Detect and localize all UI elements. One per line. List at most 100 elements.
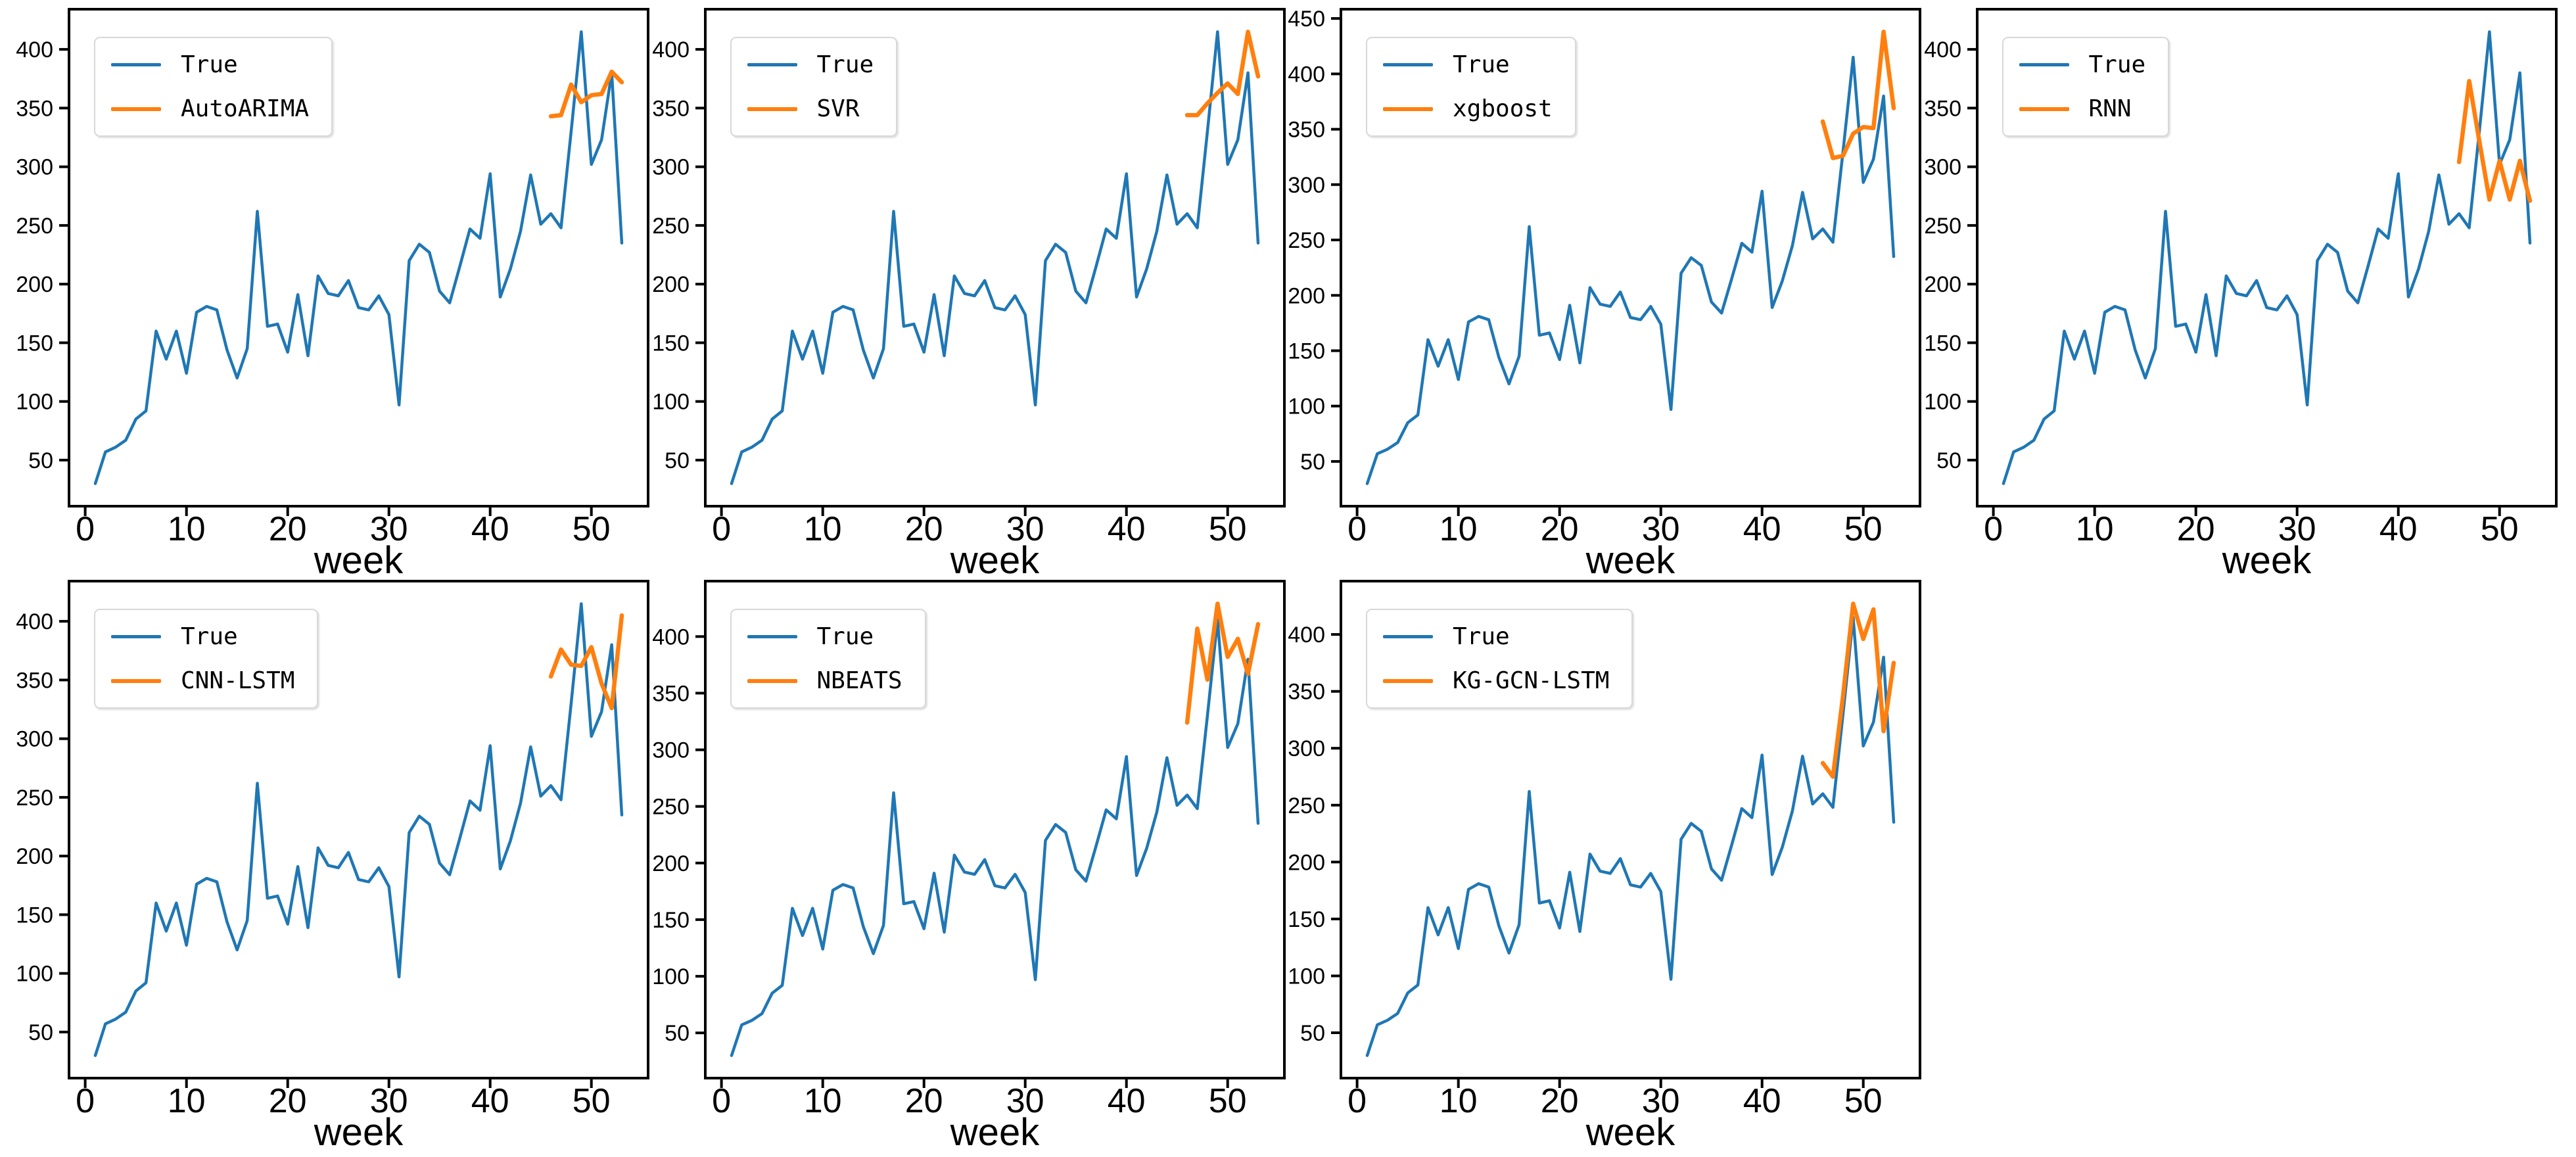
y-tick-label: 200 bbox=[16, 844, 53, 869]
x-tick-label: 0 bbox=[1347, 510, 1367, 548]
y-tick-label: 150 bbox=[1288, 339, 1325, 364]
y-tick-label: 50 bbox=[28, 1020, 53, 1045]
legend-label-model: AutoARIMA bbox=[181, 95, 309, 122]
legend-entry-model: KG-GCN-LSTM bbox=[1383, 667, 1609, 694]
legend-entry-true: True bbox=[1383, 623, 1609, 650]
legend-label-true: True bbox=[1453, 623, 1510, 650]
y-tick-label: 400 bbox=[652, 37, 690, 62]
forecast-line-swatch bbox=[1383, 679, 1433, 683]
legend-box: True CNN-LSTM bbox=[94, 609, 318, 709]
y-tick-label: 400 bbox=[16, 609, 53, 634]
y-tick-label: 350 bbox=[16, 96, 53, 121]
legend-label-model: SVR bbox=[817, 95, 860, 122]
x-tick-label: 10 bbox=[803, 510, 841, 548]
y-tick-label: 150 bbox=[652, 331, 690, 356]
y-tick-label: 200 bbox=[652, 851, 690, 876]
y-tick-label: 450 bbox=[1288, 7, 1325, 32]
x-tick-label: 40 bbox=[2379, 510, 2417, 548]
y-tick-label: 50 bbox=[1936, 448, 1961, 473]
legend-label-model: NBEATS bbox=[817, 667, 902, 694]
true-line-swatch bbox=[747, 63, 797, 66]
y-tick-label: 100 bbox=[1288, 964, 1325, 989]
y-tick-label: 150 bbox=[16, 903, 53, 928]
forecast-line-swatch bbox=[111, 107, 161, 111]
forecast-line-swatch bbox=[747, 107, 797, 111]
x-tick-label: 50 bbox=[1208, 1082, 1246, 1120]
legend-label-model: KG-GCN-LSTM bbox=[1453, 667, 1609, 694]
x-tick-label: 40 bbox=[471, 510, 509, 548]
y-tick-label: 50 bbox=[665, 1021, 690, 1046]
y-tick-label: 50 bbox=[28, 448, 53, 473]
y-tick-label: 150 bbox=[1288, 907, 1325, 932]
x-tick-label: 10 bbox=[803, 1082, 841, 1120]
y-tick-label: 350 bbox=[652, 681, 690, 706]
x-tick-label: 50 bbox=[573, 1082, 611, 1120]
x-tick-label: 40 bbox=[1743, 1082, 1781, 1120]
y-tick-label: 200 bbox=[1924, 272, 1961, 297]
x-tick-label: 10 bbox=[1440, 1082, 1478, 1120]
y-tick-label: 300 bbox=[652, 738, 690, 763]
x-tick-label: 0 bbox=[1347, 1082, 1367, 1120]
x-tick-label: 0 bbox=[1984, 510, 2003, 548]
y-tick-label: 50 bbox=[1300, 1021, 1325, 1046]
x-tick-label: 10 bbox=[1440, 510, 1478, 548]
x-tick-label: 50 bbox=[1844, 1082, 1883, 1120]
y-tick-label: 250 bbox=[1924, 214, 1961, 239]
legend-entry-true: True bbox=[111, 623, 294, 650]
x-tick-label: 20 bbox=[269, 1082, 307, 1120]
legend-entry-true: True bbox=[1383, 51, 1553, 78]
y-tick-label: 400 bbox=[652, 625, 690, 649]
y-tick-label: 250 bbox=[16, 214, 53, 239]
y-tick-label: 400 bbox=[1288, 62, 1325, 87]
x-axis-label: week bbox=[2221, 539, 2311, 582]
y-tick-label: 250 bbox=[1288, 228, 1325, 253]
x-tick-label: 40 bbox=[1743, 510, 1781, 548]
x-tick-label: 10 bbox=[168, 1082, 206, 1120]
legend-label-true: True bbox=[2089, 51, 2146, 78]
x-tick-label: 40 bbox=[1107, 510, 1145, 548]
forecast-line-swatch bbox=[111, 679, 161, 683]
legend-label-model: RNN bbox=[2089, 95, 2132, 122]
legend-entry-model: CNN-LSTM bbox=[111, 667, 294, 694]
y-tick-label: 300 bbox=[1924, 155, 1961, 180]
x-tick-label: 50 bbox=[2480, 510, 2518, 548]
y-tick-label: 400 bbox=[1924, 37, 1961, 62]
x-tick-label: 0 bbox=[712, 510, 731, 548]
x-axis-label: week bbox=[1585, 1111, 1675, 1154]
y-tick-label: 350 bbox=[16, 668, 53, 693]
x-tick-label: 20 bbox=[1541, 1082, 1579, 1120]
y-tick-label: 100 bbox=[652, 390, 690, 415]
y-tick-label: 350 bbox=[652, 96, 690, 121]
y-tick-label: 250 bbox=[1288, 793, 1325, 818]
true-line-swatch bbox=[747, 635, 797, 638]
y-tick-label: 150 bbox=[1924, 331, 1961, 356]
y-tick-label: 350 bbox=[1288, 118, 1325, 143]
y-tick-label: 200 bbox=[1288, 850, 1325, 875]
legend-label-true: True bbox=[181, 51, 238, 78]
legend-box: True AutoARIMA bbox=[94, 37, 333, 137]
forecast-line-swatch bbox=[1383, 107, 1433, 111]
legend-label-true: True bbox=[817, 623, 874, 650]
true-line-swatch bbox=[111, 635, 161, 638]
y-tick-label: 300 bbox=[1288, 736, 1325, 761]
legend-entry-true: True bbox=[2019, 51, 2146, 78]
x-tick-label: 20 bbox=[904, 1082, 943, 1120]
true-line-swatch bbox=[1383, 63, 1433, 66]
y-tick-label: 350 bbox=[1924, 96, 1961, 121]
y-tick-label: 300 bbox=[16, 727, 53, 752]
x-tick-label: 0 bbox=[712, 1082, 731, 1120]
y-tick-label: 100 bbox=[1924, 390, 1961, 415]
x-tick-label: 40 bbox=[471, 1082, 509, 1120]
legend-box: True KG-GCN-LSTM bbox=[1366, 609, 1633, 709]
x-tick-label: 0 bbox=[76, 1082, 95, 1120]
y-tick-label: 200 bbox=[1288, 283, 1325, 308]
y-tick-label: 150 bbox=[652, 908, 690, 933]
legend-box: True RNN bbox=[2002, 37, 2170, 137]
